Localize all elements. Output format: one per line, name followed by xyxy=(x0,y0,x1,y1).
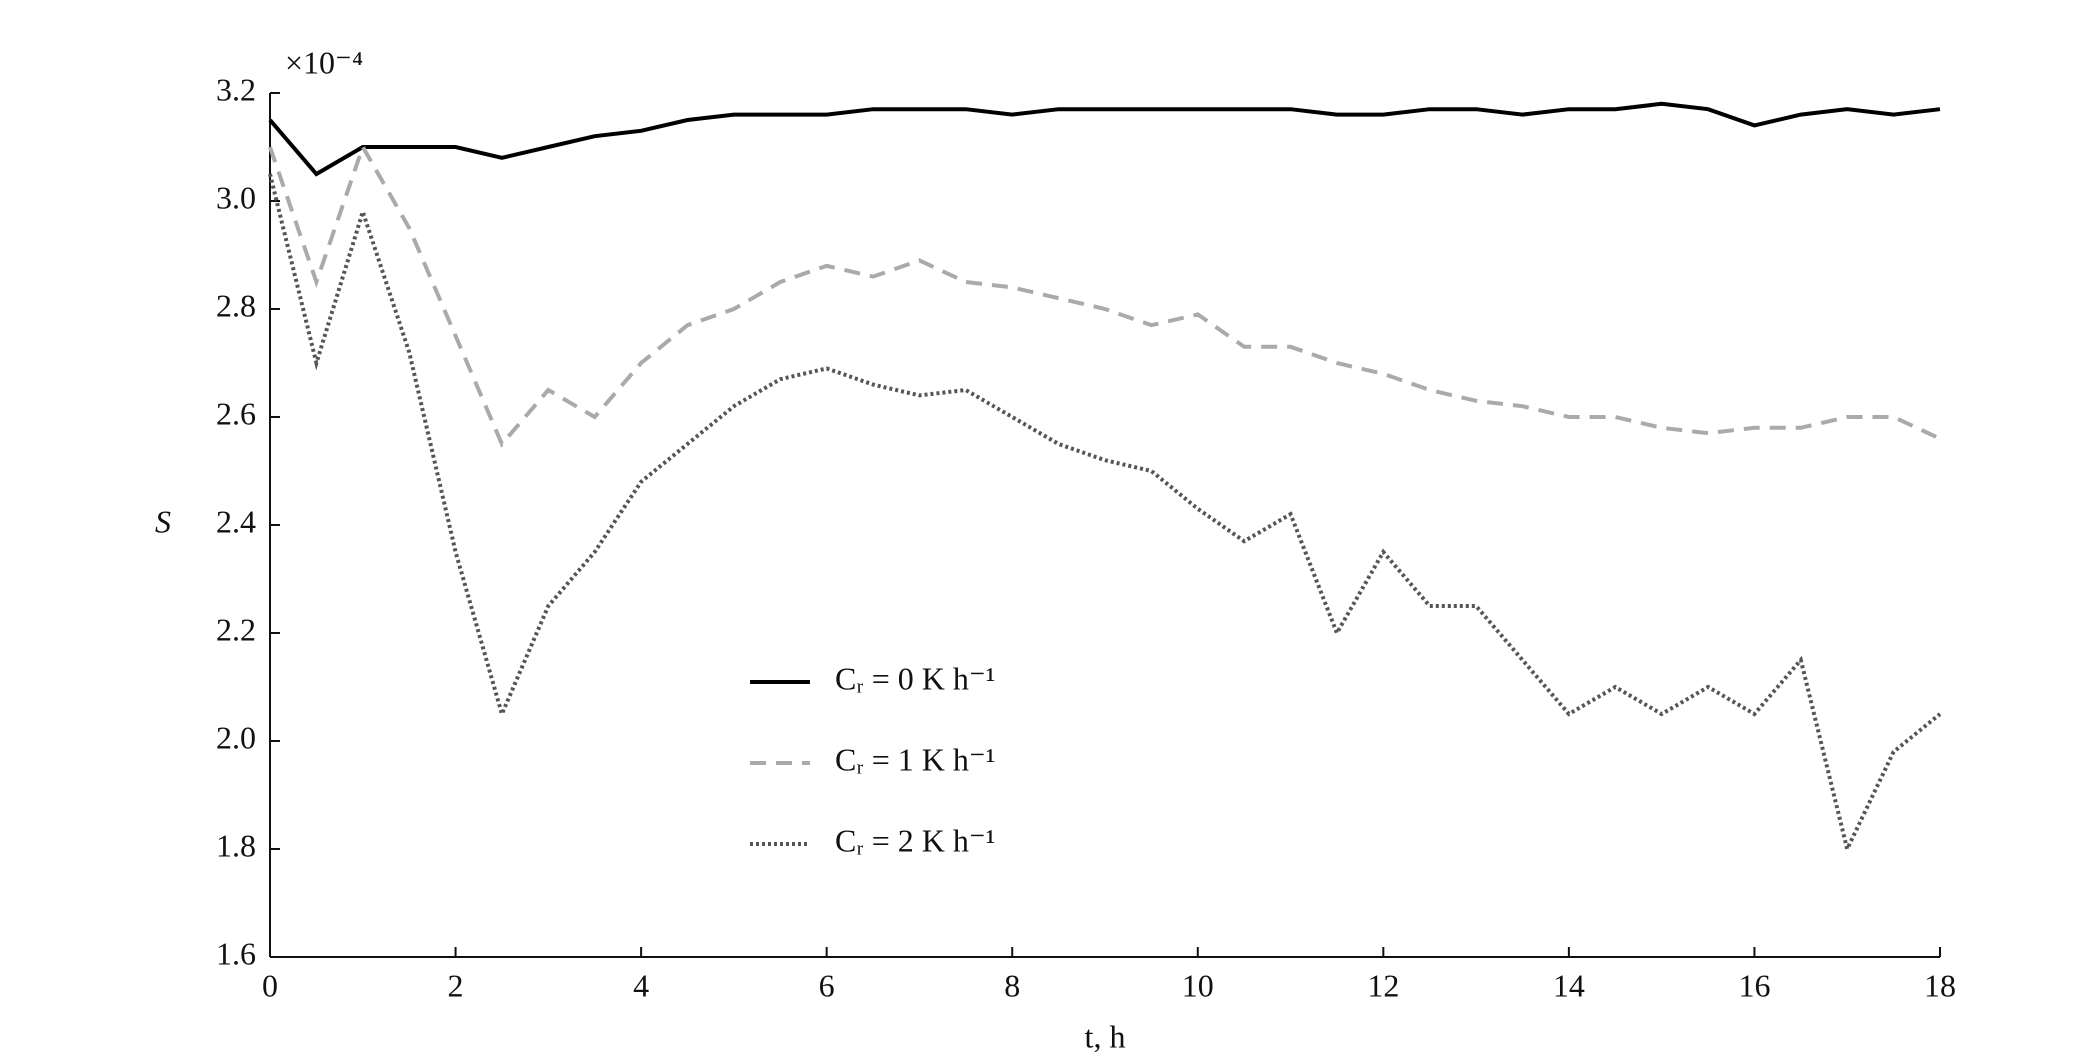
legend-label: Cᵣ = 0 K h⁻¹ xyxy=(835,660,995,696)
series-line xyxy=(268,173,1942,855)
y-tick-label: 3.2 xyxy=(216,71,256,107)
x-tick-label: 4 xyxy=(633,967,649,1003)
y-tick-label: 2.4 xyxy=(216,503,256,539)
x-tick-label: 14 xyxy=(1553,967,1585,1003)
y-tick-label: 1.6 xyxy=(216,935,256,971)
x-axis-label: t, h xyxy=(1085,1018,1126,1054)
y-tick-label: 2.2 xyxy=(216,611,256,647)
y-axis-label: S xyxy=(155,503,171,539)
series-line xyxy=(268,142,1941,448)
y-tick-label: 2.6 xyxy=(216,395,256,431)
y-tick-label: 2.0 xyxy=(216,719,256,755)
series-line xyxy=(268,101,1941,177)
y-tick-label: 2.8 xyxy=(216,287,256,323)
legend-label: Cᵣ = 1 K h⁻¹ xyxy=(835,741,995,777)
x-tick-label: 10 xyxy=(1182,967,1214,1003)
x-tick-label: 16 xyxy=(1738,967,1770,1003)
x-tick-label: 6 xyxy=(819,967,835,1003)
x-tick-label: 8 xyxy=(1004,967,1020,1003)
x-tick-label: 12 xyxy=(1367,967,1399,1003)
x-tick-label: 18 xyxy=(1924,967,1956,1003)
y-tick-label: 3.0 xyxy=(216,179,256,215)
y-multiplier: ×10⁻⁴ xyxy=(285,44,363,80)
y-tick-label: 1.8 xyxy=(216,827,256,863)
x-tick-label: 0 xyxy=(262,967,278,1003)
x-tick-label: 2 xyxy=(448,967,464,1003)
legend-label: Cᵣ = 2 K h⁻¹ xyxy=(835,822,995,858)
